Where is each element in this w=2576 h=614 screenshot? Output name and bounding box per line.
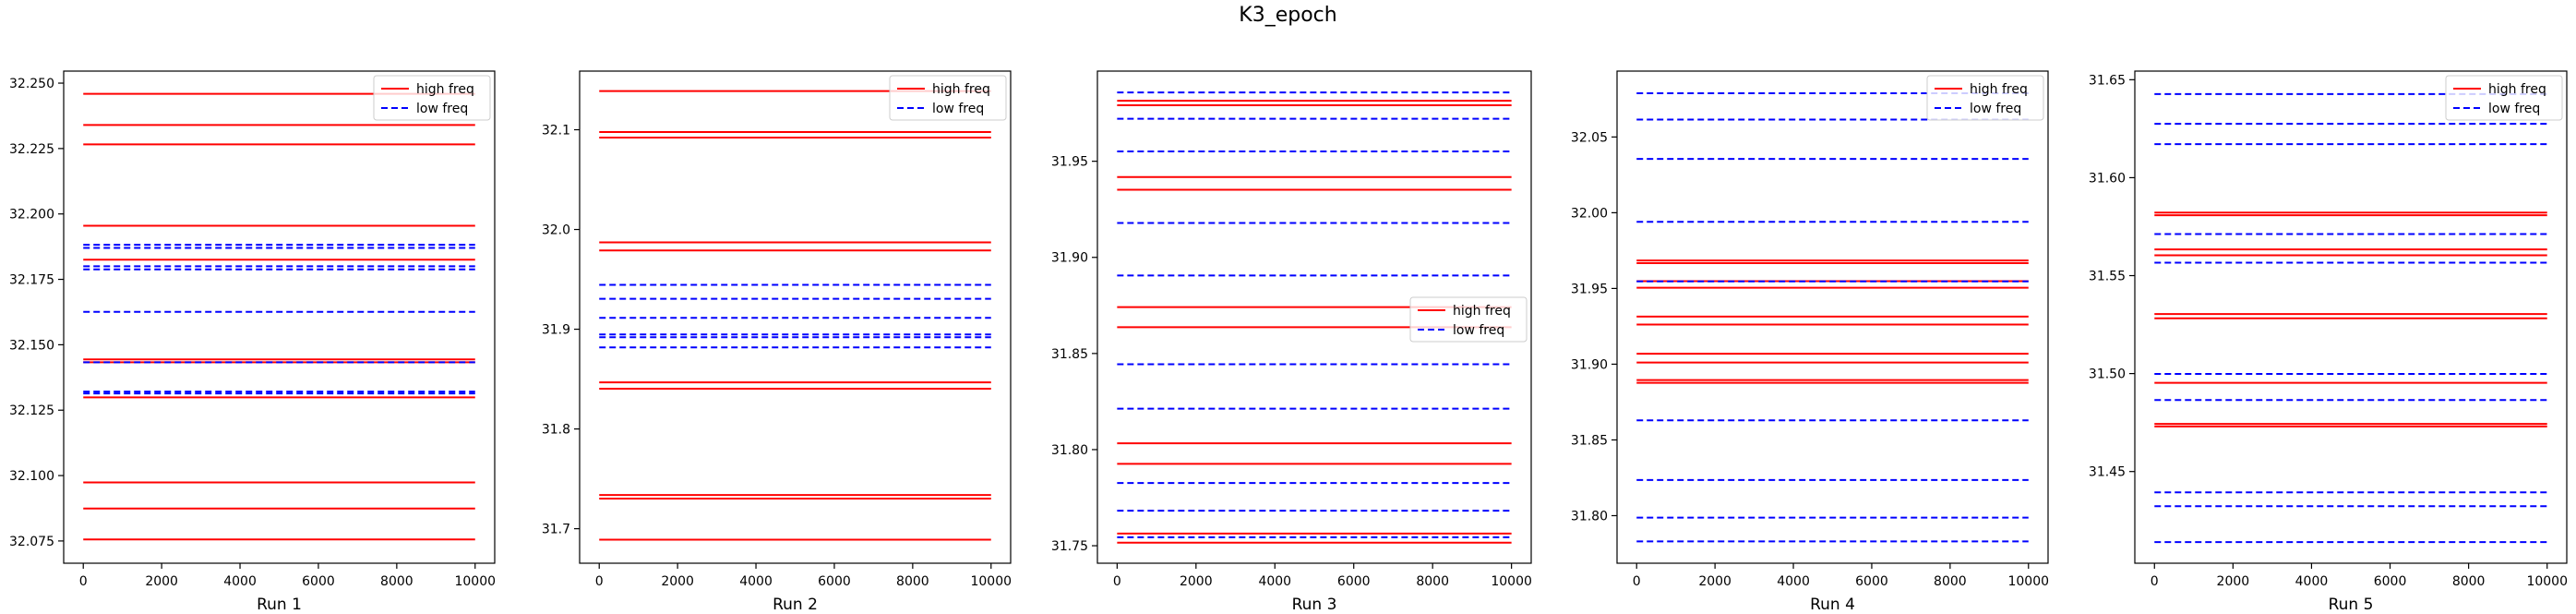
- legend: high freq low freq: [1409, 296, 1528, 343]
- x-axis-label: Run 4: [1810, 596, 1855, 614]
- y-tick-label: 31.90: [1051, 251, 1088, 266]
- y-tick-label: 31.9: [542, 323, 570, 338]
- y-tick-label: 31.65: [2089, 73, 2126, 88]
- y-tick-label: 32.0: [542, 223, 570, 238]
- y-tick-label: 32.100: [9, 469, 54, 484]
- figure-title: K3_epoch: [1239, 4, 1337, 27]
- x-axis-label: Run 3: [1292, 596, 1337, 614]
- legend-label: high freq: [2488, 82, 2546, 97]
- legend: high freq low freq: [1926, 75, 2044, 121]
- x-tick-label: 2000: [2217, 574, 2250, 589]
- y-tick-label: 31.7: [542, 523, 570, 537]
- x-tick-label: 6000: [1855, 574, 1888, 589]
- y-tick-label: 31.75: [1051, 539, 1088, 554]
- legend: high freq low freq: [889, 75, 1007, 121]
- y-tick-label: 32.075: [9, 535, 54, 549]
- subplot-1: 0 2000 4000 6000 8000 10000 32.075 32.100 32.125…: [9, 70, 496, 614]
- x-tick-label: 0: [79, 574, 88, 589]
- x-tick-label: 4000: [1258, 574, 1291, 589]
- x-tick-label: 10000: [1491, 574, 1532, 589]
- y-tick-label: 31.85: [1571, 433, 1608, 448]
- axes-frame: [1616, 70, 2049, 564]
- x-tick-label: 2000: [1698, 574, 1731, 589]
- y-tick-label: 31.80: [1571, 509, 1608, 524]
- x-tick-label: 10000: [970, 574, 1012, 589]
- legend: high freq low freq: [373, 75, 491, 121]
- x-tick-label: 10000: [454, 574, 496, 589]
- x-axis-label: Run 5: [2329, 596, 2374, 614]
- x-tick-label: 4000: [223, 574, 257, 589]
- x-tick-label: 6000: [302, 574, 335, 589]
- x-tick-label: 0: [1113, 574, 1121, 589]
- y-tick-label: 31.85: [1051, 347, 1088, 362]
- x-axis-label: Run 1: [257, 596, 302, 614]
- x-tick-label: 4000: [739, 574, 773, 589]
- x-tick-label: 8000: [896, 574, 929, 589]
- x-tick-label: 2000: [145, 574, 178, 589]
- y-tick-label: 31.95: [1571, 282, 1608, 296]
- subplot-4: 0 2000 4000 6000 8000 10000 31.80 31.85 31.90 31.…: [1571, 70, 2049, 614]
- y-tick-label: 31.50: [2089, 367, 2126, 382]
- legend-label: low freq: [1970, 102, 2021, 116]
- y-tick-label: 31.90: [1571, 357, 1608, 372]
- y-tick-label: 32.00: [1571, 206, 1608, 221]
- y-tick-label: 31.60: [2089, 171, 2126, 186]
- y-tick-label: 31.55: [2089, 270, 2126, 284]
- legend-label: low freq: [932, 102, 984, 116]
- axes-frame: [579, 70, 1012, 564]
- legend-label: low freq: [2488, 102, 2540, 116]
- subplot-5: 0 2000 4000 6000 8000 10000 31.45 31.50 31.55 31.…: [2089, 70, 2568, 614]
- y-tick-label: 32.250: [9, 77, 54, 91]
- subplot-2: 0 2000 4000 6000 8000 10000 31.7 31.8 31.9 32.0 32…: [542, 70, 1012, 614]
- axes-frame: [2134, 70, 2568, 564]
- x-tick-label: 8000: [2452, 574, 2486, 589]
- y-tick-label: 31.45: [2089, 465, 2126, 480]
- y-tick-label: 31.8: [542, 423, 570, 438]
- y-tick-label: 31.80: [1051, 443, 1088, 458]
- y-tick-label: 32.125: [9, 403, 54, 418]
- x-tick-label: 8000: [380, 574, 413, 589]
- x-tick-label: 10000: [2007, 574, 2049, 589]
- x-tick-label: 4000: [2295, 574, 2329, 589]
- x-tick-label: 10000: [2526, 574, 2568, 589]
- x-tick-label: 6000: [818, 574, 851, 589]
- x-tick-label: 2000: [661, 574, 694, 589]
- legend-label: high freq: [416, 82, 474, 97]
- y-tick-label: 32.150: [9, 338, 54, 353]
- x-tick-label: 8000: [1416, 574, 1449, 589]
- legend-label: high freq: [1970, 82, 2028, 97]
- y-tick-label: 32.175: [9, 273, 54, 288]
- legend: high freq low freq: [2445, 75, 2563, 121]
- subplot-3: 0 2000 4000 6000 8000 10000 31.75 31.80 31.85 31.…: [1051, 70, 1532, 614]
- y-tick-label: 31.95: [1051, 155, 1088, 170]
- axes-frame: [63, 70, 496, 564]
- legend-label: high freq: [932, 82, 990, 97]
- y-tick-label: 32.1: [542, 124, 570, 138]
- y-tick-label: 32.200: [9, 208, 54, 223]
- axes-frame: [1096, 70, 1532, 564]
- x-tick-label: 6000: [2374, 574, 2407, 589]
- y-tick-label: 32.05: [1571, 130, 1608, 145]
- x-tick-label: 0: [1633, 574, 1641, 589]
- x-tick-label: 8000: [1934, 574, 1967, 589]
- legend-label: low freq: [1453, 323, 1504, 338]
- y-tick-label: 32.225: [9, 142, 54, 157]
- x-tick-label: 0: [595, 574, 604, 589]
- x-tick-label: 4000: [1777, 574, 1810, 589]
- legend-label: high freq: [1453, 304, 1511, 319]
- x-tick-label: 0: [2151, 574, 2159, 589]
- x-tick-label: 6000: [1337, 574, 1371, 589]
- x-tick-label: 2000: [1180, 574, 1213, 589]
- x-axis-label: Run 2: [773, 596, 818, 614]
- legend-label: low freq: [416, 102, 468, 116]
